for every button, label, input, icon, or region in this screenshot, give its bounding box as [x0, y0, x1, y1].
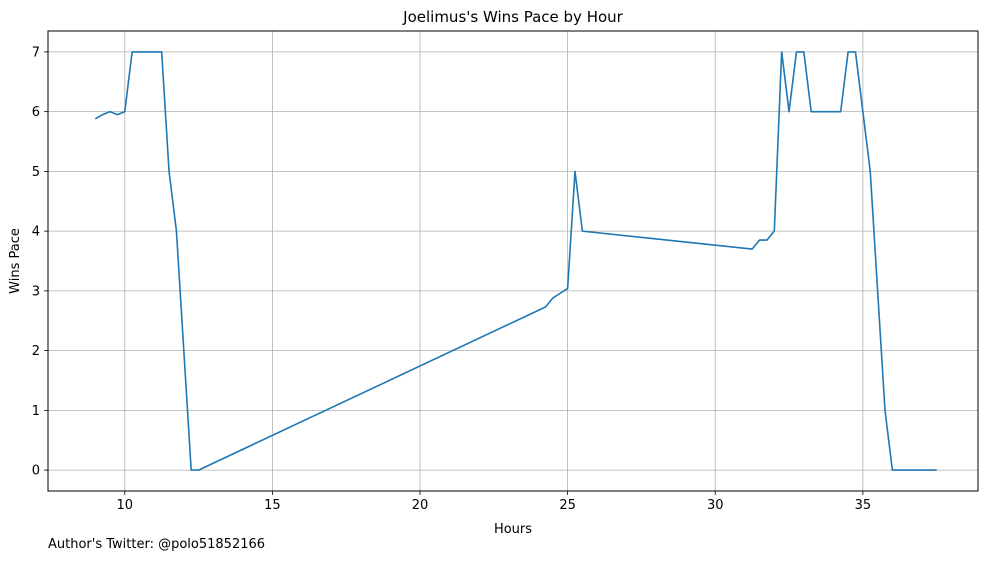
x-tick-label: 10 [116, 498, 133, 513]
y-tick-label: 2 [32, 344, 40, 359]
x-tick-label: 35 [855, 498, 872, 513]
y-tick-label: 3 [32, 284, 40, 299]
x-axis-label: Hours [494, 522, 532, 537]
chart-title: Joelimus's Wins Pace by Hour [402, 8, 624, 26]
y-tick-label: 4 [32, 225, 40, 240]
y-tick-label: 5 [32, 165, 40, 180]
y-axis-label: Wins Pace [8, 228, 23, 294]
x-tick-label: 25 [559, 498, 576, 513]
series-layer [94, 51, 937, 471]
series-line-0 [94, 51, 937, 471]
author-credit: Author's Twitter: @polo51852166 [48, 537, 266, 552]
plot-area-frame [47, 30, 979, 492]
y-tick-label: 6 [32, 105, 40, 120]
y-tick-label: 0 [32, 464, 40, 479]
ticks-layer: 10 15 20 25 30 35 0 1 2 3 4 5 6 7 [32, 45, 871, 513]
y-tick-label: 7 [32, 45, 40, 60]
y-tick-label: 1 [32, 404, 40, 419]
x-tick-label: 30 [707, 498, 724, 513]
x-tick-label: 20 [412, 498, 429, 513]
x-tick-label: 15 [264, 498, 281, 513]
